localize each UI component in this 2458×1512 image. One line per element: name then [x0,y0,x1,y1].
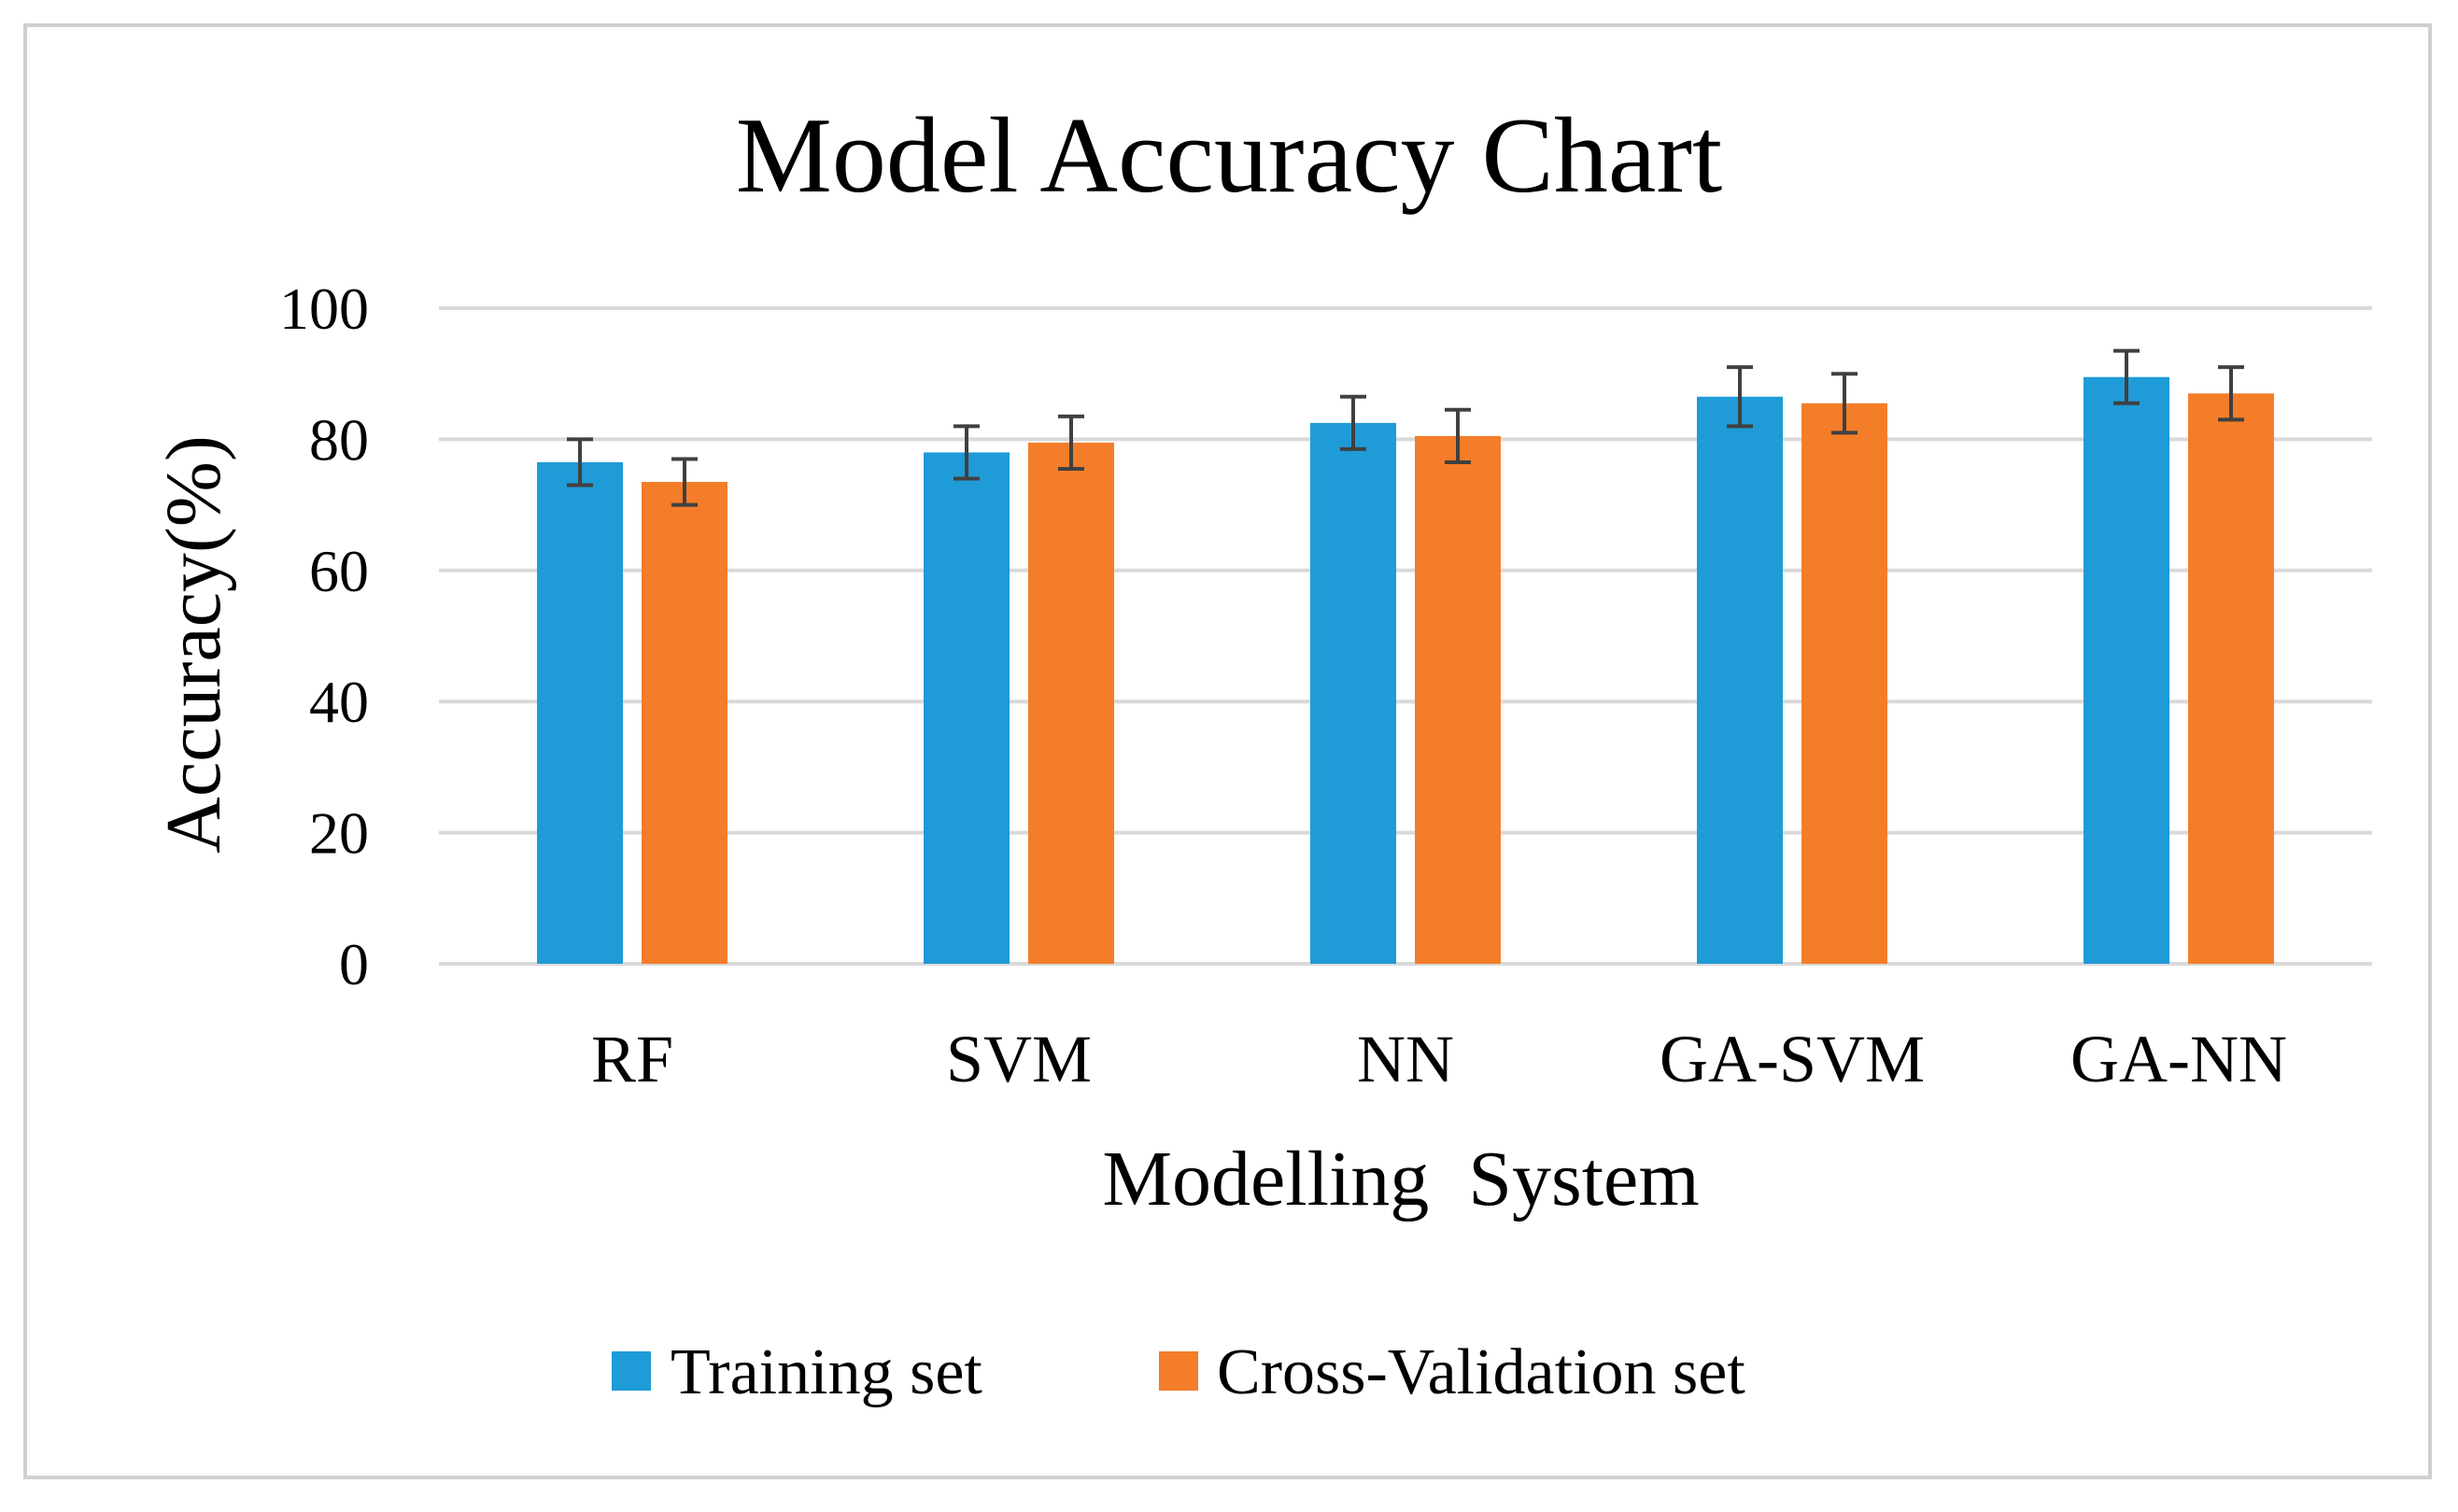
x-tick-label: SVM [946,1022,1092,1096]
error-bar-ga-svm-training [1727,365,1753,429]
legend-label-training: Training set [671,1336,982,1408]
legend-swatch-cross-validation [1159,1351,1198,1391]
bar-ga-nn-training [2084,376,2169,965]
bar-ga-svm-cross-validation [1801,403,1887,964]
bar-svm-cross-validation [1028,442,1114,964]
x-tick-label: RF [591,1022,673,1096]
bar-rf-training [537,461,623,965]
legend-label-cross-validation: Cross-Validation set [1217,1336,1745,1408]
bars [537,376,2274,965]
bar-ga-svm-training [1697,396,1783,964]
bar-ga-nn-cross-validation [2188,393,2274,964]
error-bar-rf-cross-validation [671,457,698,507]
legend: Training set Cross-Validation set [612,1336,1745,1408]
y-tick-labels: 0 20 40 60 80 100 [279,276,369,997]
y-tick-label: 60 [309,538,369,604]
bar-rf-cross-validation [642,482,728,964]
error-bar-nn-training [1340,394,1366,451]
error-bar-nn-cross-validation [1445,407,1471,464]
x-tick-label: NN [1357,1022,1454,1096]
error-bar-ga-nn-training [2113,348,2140,405]
x-tick-label: GA-NN [2070,1022,2287,1096]
y-tick-label: 40 [309,669,369,735]
y-axis-title: Accuracy(%) [150,435,237,854]
chart-frame [23,23,2432,1479]
y-tick-label: 100 [279,276,369,342]
gridlines [439,306,2372,966]
x-axis-title: Modelling System [1102,1136,1699,1222]
bar-svm-training [924,452,1010,964]
x-tick-label: GA-SVM [1660,1022,1925,1096]
error-bars [567,348,2244,507]
y-tick-label: 0 [339,931,369,997]
error-bar-ga-svm-cross-validation [1831,372,1858,435]
chart-title: Model Accuracy Chart [736,96,1723,216]
error-bar-svm-cross-validation [1058,414,1084,471]
bar-nn-training [1310,422,1396,965]
bar-nn-cross-validation [1415,435,1501,964]
y-tick-label: 20 [309,800,369,867]
x-tick-labels: RF SVM NN GA-SVM GA-NN [591,1022,2287,1096]
legend-swatch-training [612,1351,651,1391]
error-bar-ga-nn-cross-validation [2218,365,2244,422]
y-tick-label: 80 [309,406,369,473]
error-bar-svm-training [954,424,980,481]
error-bar-rf-training [567,437,593,488]
